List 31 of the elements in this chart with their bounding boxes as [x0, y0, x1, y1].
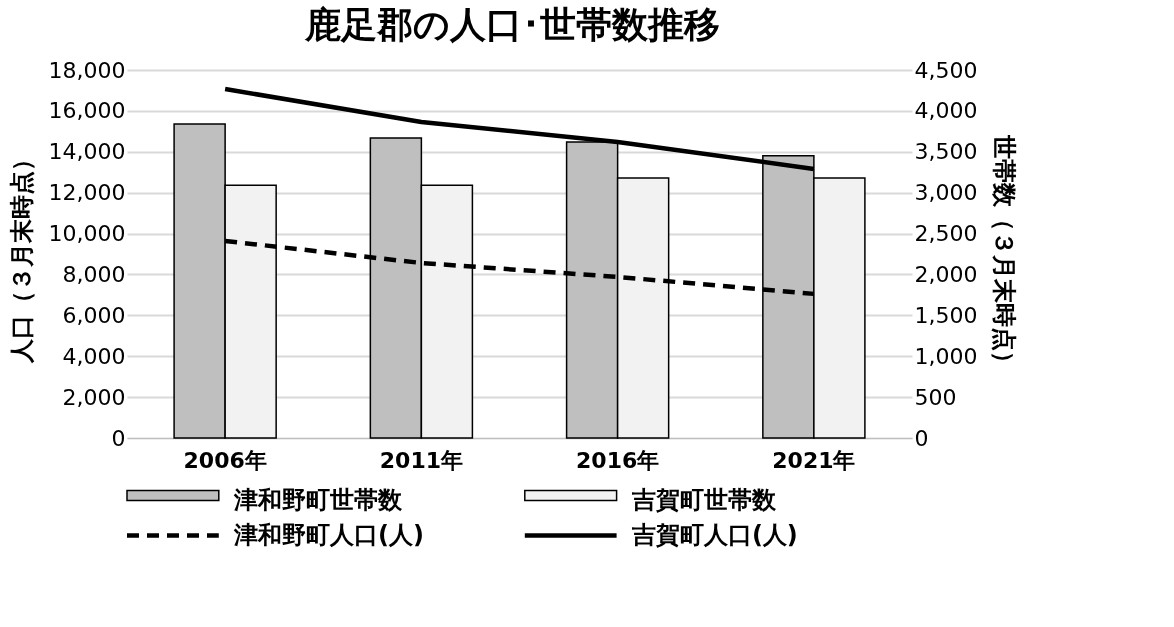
- legend-label: 津和野町人口(人): [233, 520, 425, 549]
- y2-tick-label: 2,000: [914, 261, 978, 287]
- x-tick-label: 2016年: [576, 447, 660, 473]
- legend-label: 津和野町世帯数: [233, 485, 404, 514]
- x-tick-label: 2006年: [183, 447, 267, 473]
- y2-tick-label: 2,500: [914, 221, 978, 247]
- x-tick-label: 2021年: [772, 447, 856, 473]
- y-tick-label: 4,000: [62, 343, 126, 369]
- y-axis-title: 人口（３月末時点）: [7, 146, 36, 364]
- y-tick-label: 16,000: [48, 98, 126, 124]
- y2-tick-label: 4,500: [914, 57, 978, 83]
- x-tick-label: 2011年: [379, 447, 463, 473]
- y-tick-label: 10,000: [48, 221, 126, 247]
- y-tick-label: 0: [111, 425, 126, 451]
- y2-tick-label: 500: [914, 384, 957, 410]
- y-tick-label: 8,000: [62, 261, 126, 287]
- y-tick-label: 6,000: [62, 302, 126, 328]
- y-tick-label: 2,000: [62, 384, 126, 410]
- y2-tick-label: 4,000: [914, 98, 978, 124]
- y2-tick-label: 0: [914, 425, 929, 451]
- y2-tick-label: 3,000: [914, 180, 978, 206]
- y-tick-label: 18,000: [48, 57, 126, 83]
- y2-tick-label: 3,500: [914, 139, 978, 165]
- y2-tick-label: 1,500: [914, 302, 978, 328]
- y2-axis-title: 世帯数（３月末時点）: [990, 133, 1019, 375]
- y2-tick-label: 1,000: [914, 343, 978, 369]
- legend-label: 吉賀町人口(人): [630, 520, 798, 549]
- chart-title: 鹿足郡の人口･世帯数推移: [304, 4, 720, 45]
- y-tick-label: 14,000: [48, 139, 126, 165]
- legend-label: 吉賀町世帯数: [630, 485, 777, 514]
- y-tick-label: 12,000: [48, 180, 126, 206]
